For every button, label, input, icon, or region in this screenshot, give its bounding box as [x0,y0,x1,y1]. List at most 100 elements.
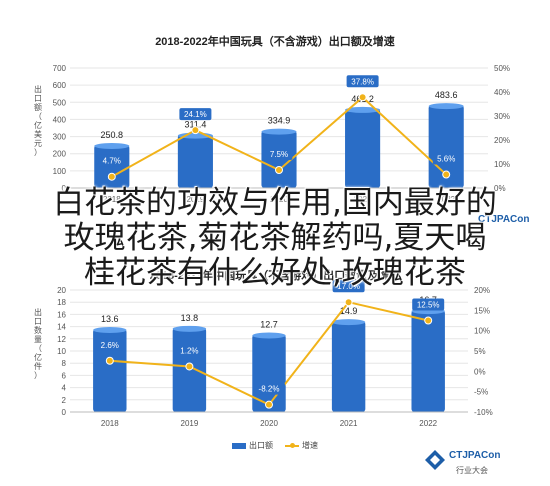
y-axis-label: 出口额（亿美元） [34,84,42,157]
bar-value-label: 250.8 [101,130,124,140]
growth-label-bg [412,298,445,311]
growth-label: 2.6% [101,341,119,350]
y-tick-left: 8 [62,359,67,368]
growth-point [105,356,114,365]
bar [411,310,445,412]
x-tick-label: 2022 [437,195,455,204]
bar-cap [345,106,381,113]
y-tick-right: 10% [494,160,510,169]
growth-label-bg [253,382,285,395]
y-tick-left: 200 [53,150,67,159]
overlay-line-1: 白花茶的功效与作用,国内最好的 [53,185,497,221]
growth-label-bg [332,280,365,293]
bar-value-label: 13.8 [181,313,199,323]
y-tick-left: 300 [53,133,67,142]
y-tick-left: 10 [57,347,66,356]
bar-value-label: 483.6 [435,90,458,100]
overlay-caption: 白花茶的功效与作用,国内最好的 玫瑰花茶,菊花茶解药吗,夏天喝 桂花茶有什么好处… [0,186,550,291]
y-tick-left: 100 [53,167,67,176]
y-tick-left: 18 [57,298,66,307]
logo-icon [425,450,445,470]
bar [252,334,286,412]
x-tick-label: 2021 [354,195,372,204]
growth-point [265,400,273,409]
chart-title: 2018-2022年中国玩具（不含游戏）出口额及增速 [155,36,395,48]
legend-line-label: 增速 [302,441,318,450]
bar-value-label: 12.7 [260,320,278,330]
legend-bar-label: 出口额 [249,441,273,450]
y-tick-left: 4 [62,384,67,393]
y-tick-right: 20% [474,286,490,295]
bar-cap [94,143,130,150]
chart-export-quantity: 2018-2022年中国玩具（不含游戏）出口数量及增速 20 18 16 14 12 10… [0,245,550,486]
growth-point [442,170,451,179]
bar-cap [428,103,464,110]
bar [177,134,213,188]
growth-label: 12.5% [417,301,440,310]
chart-export-value: 2018-2022年中国玩具（不含游戏）出口额及增速 700 600 500 400 3… [34,36,530,225]
y-tick-left: 20 [57,286,66,295]
x-tick-label: 2022 [419,419,437,428]
growth-label-bg [96,338,124,351]
growth-label-bg [98,154,126,167]
y-tick-left: 14 [57,323,66,332]
bar-cap [261,128,297,135]
y-tick-left: 400 [53,115,67,124]
y-tick-left: 6 [62,371,67,380]
chart-svg: 2018161412108642020%15%10%5%0%-5%-10%出口数… [34,280,493,428]
growth-point [424,316,433,325]
y-tick-right: 40% [494,88,510,97]
growth-label-bg [179,108,212,121]
growth-label: -8.2% [259,385,280,394]
y-tick-right: -5% [474,388,488,397]
x-tick-label: 2019 [181,419,199,428]
bar-cap [172,325,207,332]
y-tick-right: -10% [474,408,493,417]
growth-label: 7.5% [270,150,288,159]
bar [345,108,381,188]
growth-label: 17.0% [337,282,360,291]
y-tick-right: 0% [474,367,486,376]
growth-label: 37.8% [351,77,374,86]
x-tick-label: 2020 [270,195,288,204]
growth-label: 4.7% [103,157,121,166]
y-tick-left: 500 [53,98,67,107]
y-tick-left: 600 [53,81,67,90]
y-tick-right: 10% [474,327,490,336]
y-tick-left: 12 [57,335,66,344]
growth-label-bg [265,148,293,160]
y-tick-right: 20% [494,136,510,145]
growth-point [191,126,200,135]
y-tick-right: 30% [494,112,510,121]
y-tick-left: 2 [62,396,67,405]
watermark-brand: CTJPACon [478,214,530,225]
y-tick-left: 700 [53,64,67,73]
y-tick-right: 50% [494,64,510,73]
bar-cap [331,319,366,326]
growth-label-bg [432,152,460,165]
y-tick-left: 16 [57,310,66,319]
bar-value-label: 334.9 [268,116,291,126]
bar-value-label: 14.9 [340,306,358,316]
growth-label: 5.6% [437,155,455,164]
y-tick-left: 0 [62,184,67,193]
watermark-brand: CTJPACon [449,450,501,461]
chart-title: 2018-2022年中国玩具（不含游戏）出口数量及增速 [149,270,401,282]
growth-point [358,93,367,102]
bar-value-label: 13.6 [101,314,119,324]
bar-cap [252,332,286,339]
y-tick-right: 0% [494,184,506,193]
watermark-sub: 行业大会 [456,466,488,475]
growth-point [185,362,194,371]
growth-point [107,172,116,181]
y-axis-label: 出口数量（亿件） [34,307,42,380]
growth-label: 24.1% [184,110,207,119]
growth-point [344,298,353,307]
legend-bar-swatch [232,442,246,449]
bar-value-label: 311.4 [184,120,206,130]
legend-line-swatch [285,442,299,448]
overlay-line-2: 玫瑰花茶,菊花茶解药吗,夏天喝 [63,220,487,256]
growth-label-bg [346,75,379,88]
x-tick-label: 2018 [101,419,119,428]
chart-svg: 700 600 500 400 300 200 100 0 50% 40% 30% 20% 10% 0% 出… [34,64,510,204]
